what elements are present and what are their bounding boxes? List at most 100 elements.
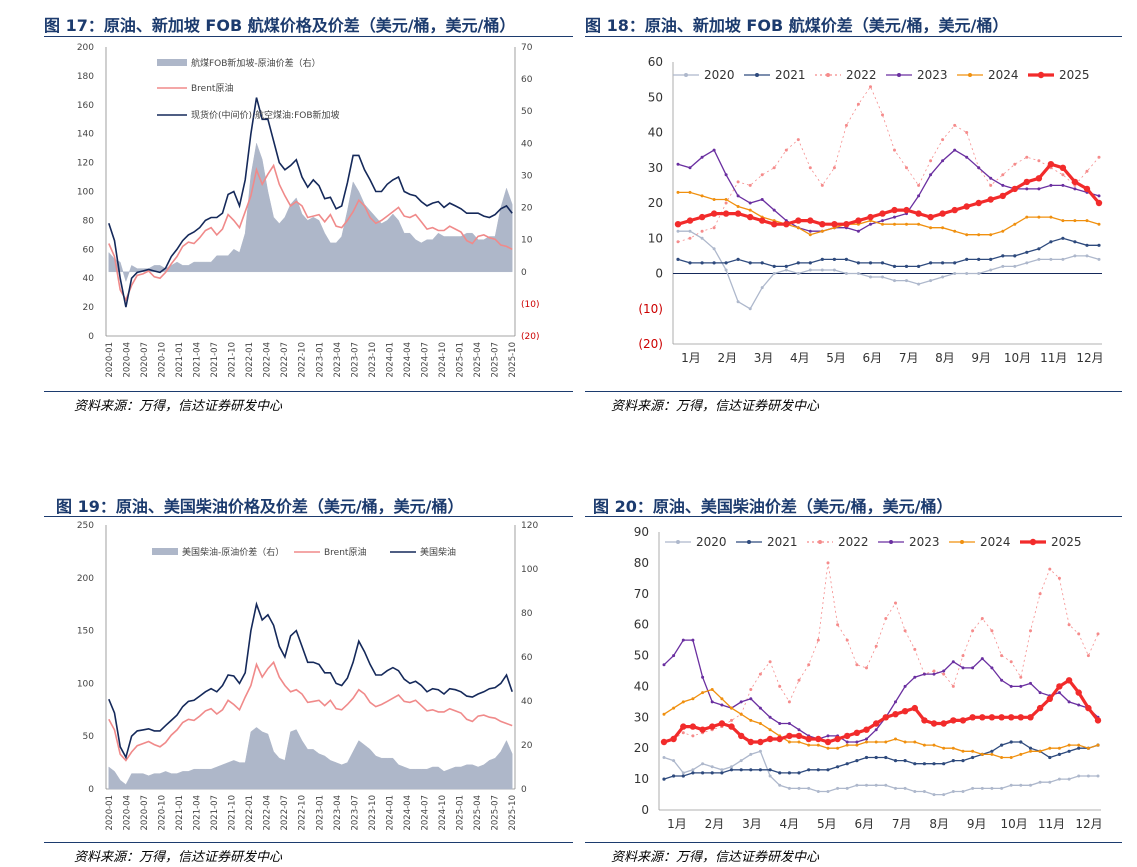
series-point-2025 xyxy=(1083,185,1091,193)
series-point-2020 xyxy=(1086,774,1090,778)
series-point-2024 xyxy=(913,740,917,744)
right-tick-label: 40 xyxy=(521,697,533,707)
series-point-2021 xyxy=(965,257,969,261)
series-point-2021 xyxy=(681,774,685,778)
series-point-2024 xyxy=(980,752,984,756)
series-point-2024 xyxy=(893,222,896,226)
month-tick-label: 1月 xyxy=(681,351,701,365)
series-point-2025 xyxy=(843,221,850,228)
date-tick-label: 2020-07 xyxy=(140,342,150,378)
series-point-2025 xyxy=(1085,704,1092,712)
series-point-2024 xyxy=(903,740,907,744)
series-point-2022 xyxy=(884,617,888,620)
series-point-2020 xyxy=(1096,774,1100,778)
series-2025 xyxy=(674,161,1103,228)
series-point-2024 xyxy=(730,706,733,710)
series-point-2023 xyxy=(1029,681,1032,685)
series-point-2023 xyxy=(913,675,917,679)
legend-label-2023: 2023 xyxy=(917,68,948,82)
series-point-2022 xyxy=(980,617,984,620)
series-point-2021 xyxy=(676,257,680,261)
date-tick-label: 2024-07 xyxy=(420,342,430,378)
series-point-2023 xyxy=(1061,183,1065,187)
right-tick-label: 120 xyxy=(521,521,538,531)
series-point-2025 xyxy=(747,738,754,746)
legend-label-product: 现货价(中间价):航空煤油:FOB新加坡 xyxy=(191,109,340,121)
month-tick-label: 9月 xyxy=(967,817,987,831)
date-tick-label: 2023-07 xyxy=(350,342,360,378)
month-tick-label: 6月 xyxy=(854,817,874,831)
series-point-2021 xyxy=(787,771,791,775)
series-point-2020 xyxy=(832,268,836,272)
brent-line xyxy=(108,660,513,762)
date-tick-label: 2023-01 xyxy=(315,795,325,831)
series-point-2021 xyxy=(917,264,921,268)
series-point-2023 xyxy=(942,669,946,673)
series-point-2023 xyxy=(865,737,868,741)
series-point-2022 xyxy=(1077,632,1081,636)
fig17-chart: 0 20 40 60 80 100 120 140 160 180 200 (20) (10) 0 10 20… xyxy=(77,43,540,378)
series-point-2022 xyxy=(1086,654,1090,658)
series-point-2021 xyxy=(710,771,714,775)
series-point-2022 xyxy=(845,638,849,642)
series-point-2024 xyxy=(1029,749,1032,753)
left-tick-label: 100 xyxy=(77,188,94,198)
series-point-2021 xyxy=(874,755,878,760)
y-tick-label: 70 xyxy=(634,587,649,601)
series-point-2023 xyxy=(1037,187,1041,191)
series-point-2021 xyxy=(748,261,752,265)
series-point-2021 xyxy=(1013,254,1017,258)
series-point-2020 xyxy=(1029,783,1032,787)
series-point-2024 xyxy=(990,752,994,756)
series-point-2025 xyxy=(819,221,826,228)
series-point-2021 xyxy=(903,759,907,763)
series-point-2021 xyxy=(772,264,776,268)
series-point-2021 xyxy=(1073,240,1077,244)
series-point-2020 xyxy=(893,279,896,283)
series-point-2022 xyxy=(917,183,921,187)
series-point-2025 xyxy=(734,210,742,217)
series-point-2025 xyxy=(660,738,668,746)
series-point-2021 xyxy=(845,762,849,766)
series-point-2023 xyxy=(980,657,984,661)
left-tick-label: 250 xyxy=(77,521,94,531)
fig20-top-rule xyxy=(585,516,1122,517)
series-line-2022 xyxy=(677,85,1100,243)
series-point-2023 xyxy=(1073,187,1077,191)
series-point-2024 xyxy=(736,205,740,208)
y-tick-label: 40 xyxy=(648,126,663,140)
series-point-2024 xyxy=(710,688,714,691)
series-point-2020 xyxy=(844,272,848,275)
series-point-2023 xyxy=(941,159,945,163)
date-tick-label: 2021-04 xyxy=(193,795,203,831)
series-point-2021 xyxy=(796,261,800,265)
left-tick-label: 100 xyxy=(77,679,94,689)
fig18-bottom-rule xyxy=(585,391,1122,392)
date-tick-label: 2020-01 xyxy=(105,795,115,831)
series-point-2023 xyxy=(1038,691,1042,695)
series-point-2021 xyxy=(739,768,743,772)
series-point-2024 xyxy=(1000,756,1004,759)
month-tick-label: 12月 xyxy=(1076,351,1103,365)
series-point-2025 xyxy=(686,217,694,224)
legend-label-brent: Brent原油 xyxy=(324,546,366,558)
date-tick-label: 2021-10 xyxy=(228,342,238,378)
month-tick-label: 11月 xyxy=(1038,817,1065,831)
series-point-2021 xyxy=(977,257,981,261)
series-point-2023 xyxy=(869,222,872,226)
series-point-2024 xyxy=(932,743,936,747)
series-line-2020 xyxy=(663,750,1098,796)
right-tick-label: 20 xyxy=(521,204,533,214)
date-tick-label: 2023-10 xyxy=(368,795,378,831)
series-point-2025 xyxy=(988,714,996,721)
series-point-2021 xyxy=(941,261,945,265)
series-point-2022 xyxy=(676,240,680,244)
series-point-2020 xyxy=(784,268,788,272)
series-point-2020 xyxy=(953,272,957,275)
series-point-2024 xyxy=(1096,743,1100,747)
series-point-2025 xyxy=(757,738,764,746)
series-point-2022 xyxy=(797,678,801,682)
series-point-2020 xyxy=(881,275,884,279)
series-point-2020 xyxy=(1085,254,1089,258)
month-tick-label: 3月 xyxy=(742,817,762,831)
